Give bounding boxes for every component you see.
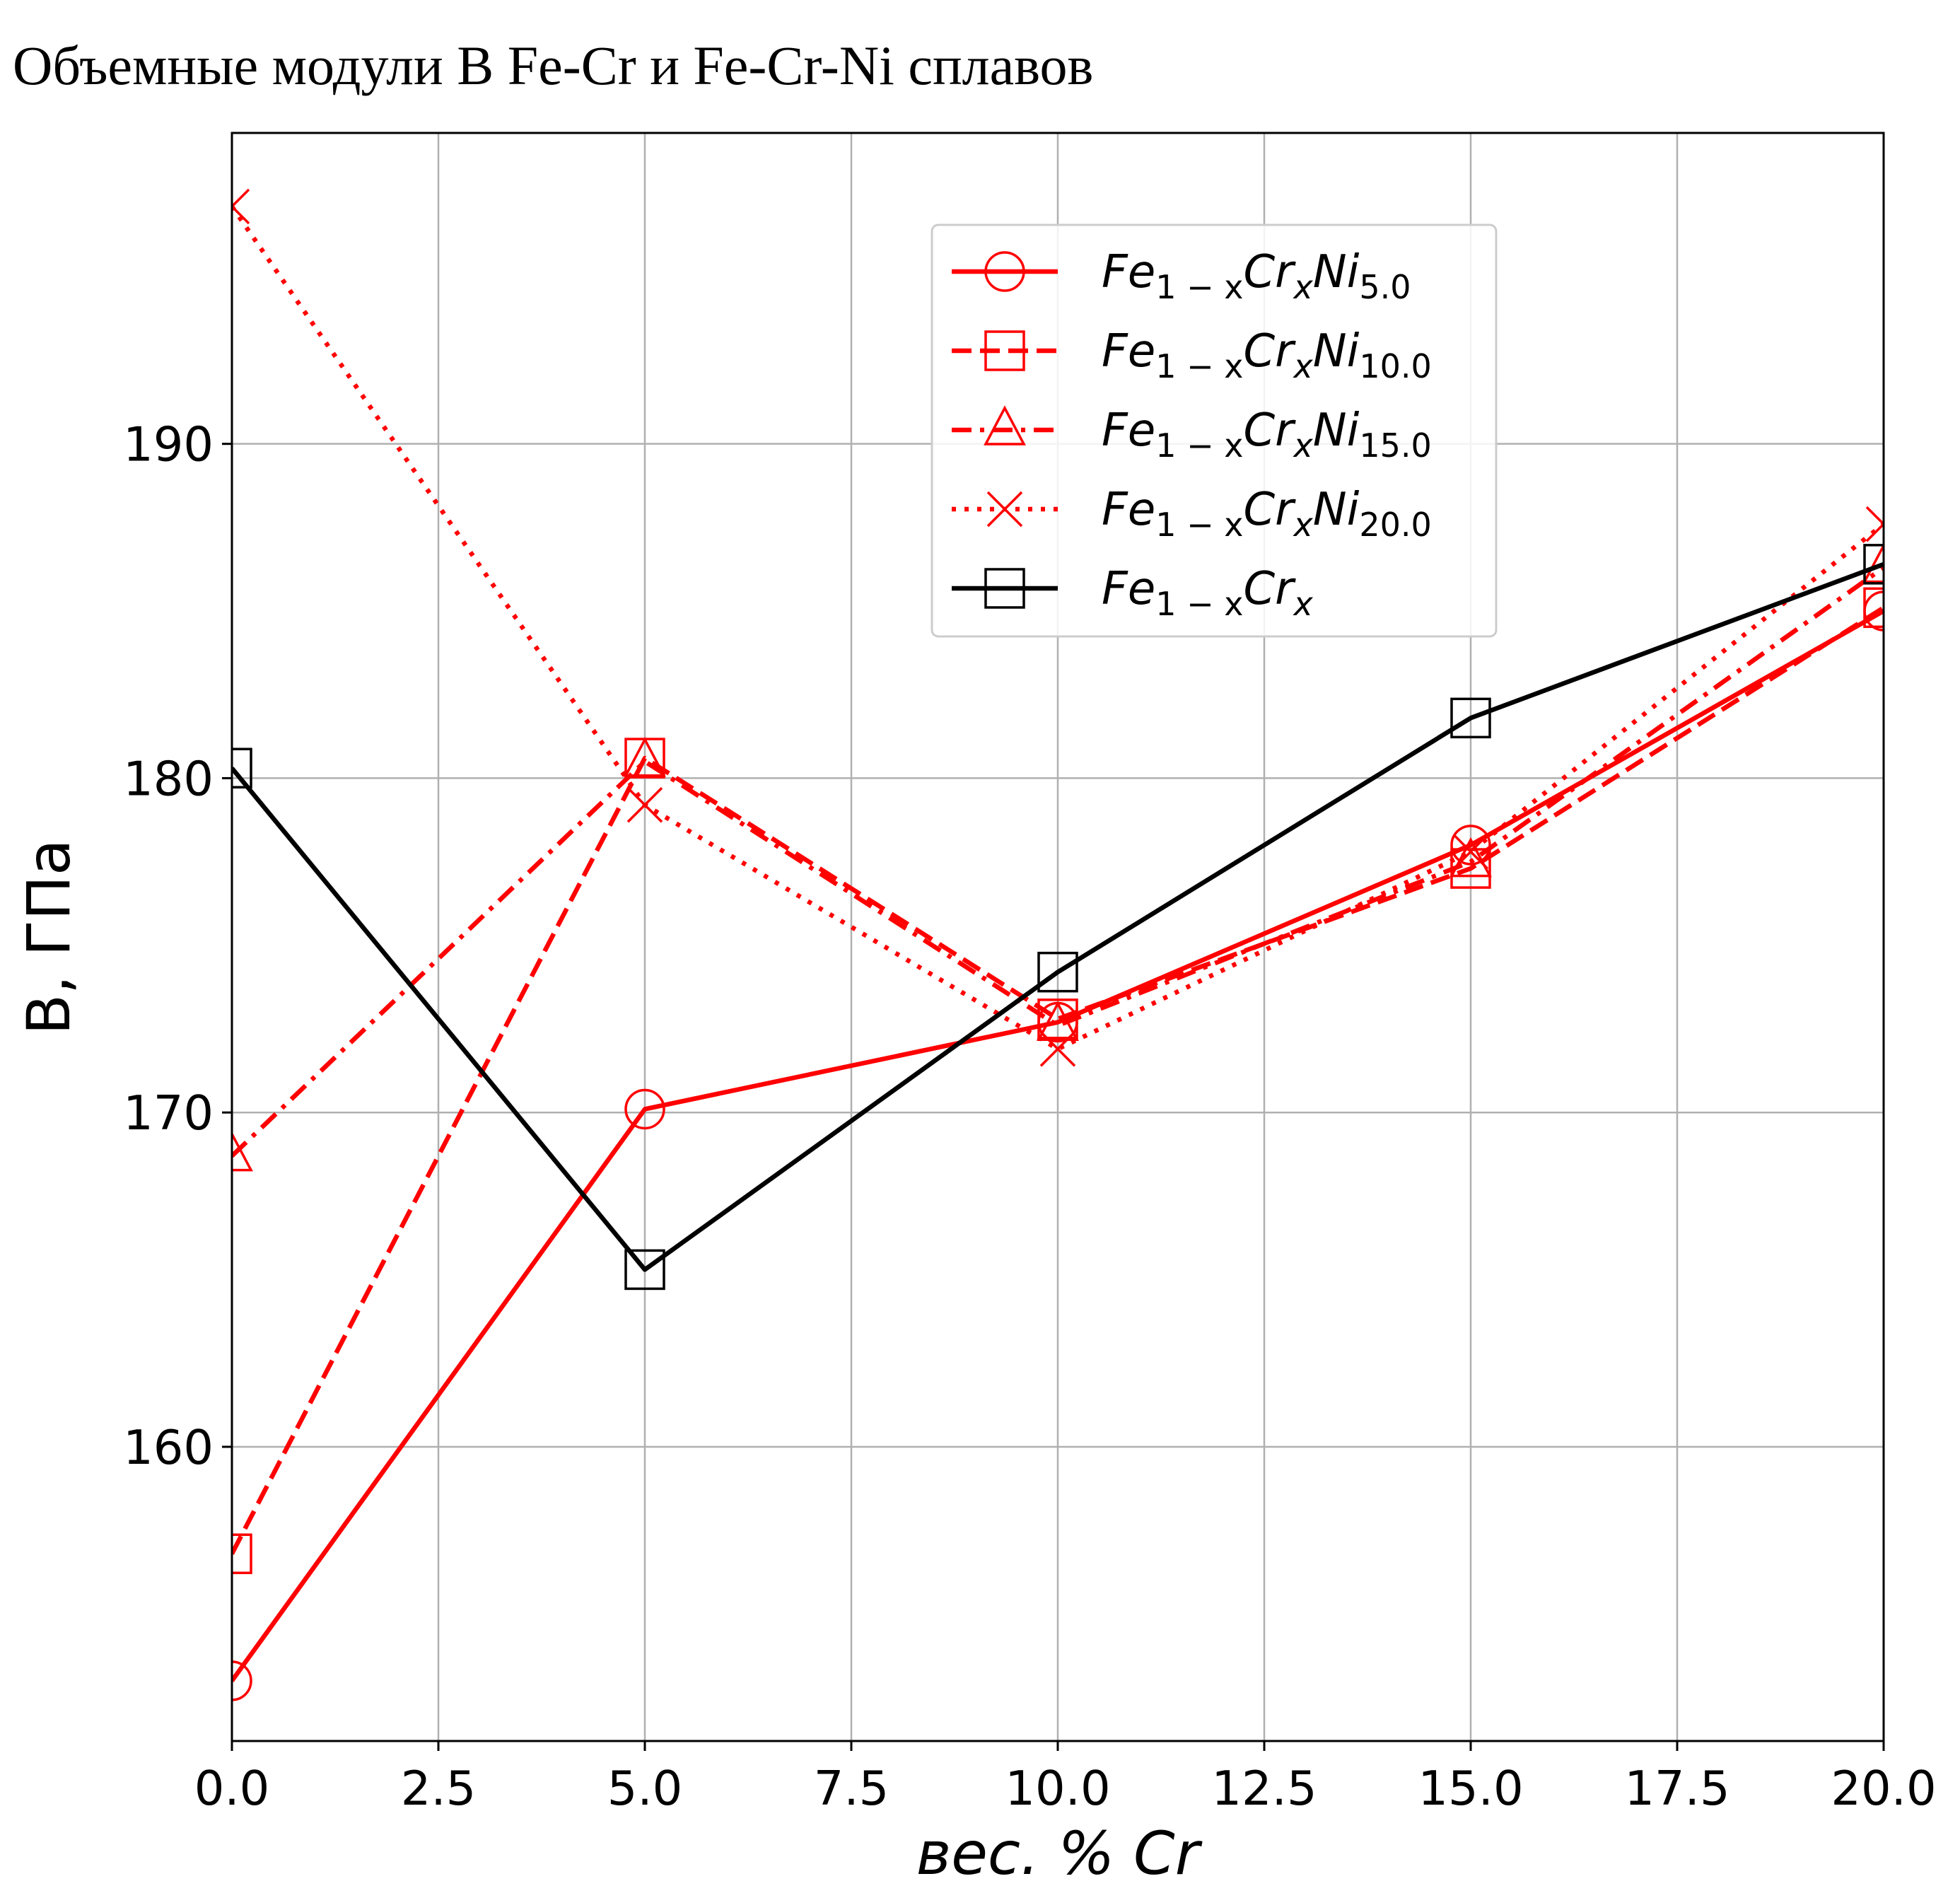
point-marker-square — [984, 568, 1025, 609]
point-marker-square — [1863, 587, 1884, 629]
x-tick-label: 5.0 — [607, 1761, 683, 1816]
point-marker-x — [1865, 506, 1884, 542]
point-marker-triangle — [1037, 1001, 1079, 1042]
point-marker-square — [624, 1249, 665, 1291]
legend-item: Fe1 − xCrxNi15.0 — [952, 404, 1432, 465]
x-tick-label: 10.0 — [1005, 1761, 1110, 1816]
point-marker-x — [1452, 834, 1489, 870]
legend-label: Fe1 − xCrxNi10.0 — [1102, 325, 1432, 385]
y-tick-label: 190 — [123, 417, 214, 472]
x-axis-label: вес. % Cr — [916, 1819, 1203, 1888]
legend-label: Fe1 − xCrx — [1102, 563, 1313, 623]
point-marker-square — [1863, 544, 1884, 585]
legend-item: Fe1 − xCrx — [952, 563, 1313, 623]
series-2 — [232, 542, 1884, 1172]
legend-label: Fe1 − xCrxNi20.0 — [1102, 484, 1432, 544]
x-tick-label: 15.0 — [1418, 1761, 1523, 1816]
series-3 — [232, 188, 1884, 1067]
point-marker-circle — [1450, 825, 1491, 866]
point-marker-x — [1039, 1031, 1076, 1067]
series-4 — [232, 544, 1884, 1291]
point-marker-square — [1037, 951, 1078, 993]
point-marker-triangle — [624, 737, 666, 777]
point-marker-triangle — [232, 1131, 253, 1172]
point-marker-triangle — [1862, 542, 1884, 583]
point-marker-square — [984, 330, 1025, 371]
point-marker-circle — [624, 1088, 665, 1130]
legend-label: Fe1 − xCrxNi15.0 — [1102, 404, 1432, 465]
legend-label: Fe1 − xCrxNi5.0 — [1102, 246, 1411, 306]
x-tick-label: 17.5 — [1624, 1761, 1729, 1816]
point-marker-square — [1450, 697, 1491, 739]
point-marker-x — [232, 188, 250, 225]
series-line — [232, 605, 1884, 1555]
series-line — [232, 205, 1884, 1052]
point-marker-x — [626, 787, 663, 823]
legend-box — [931, 223, 1498, 638]
point-marker-square — [232, 1533, 252, 1575]
point-marker-square — [232, 747, 252, 789]
point-marker-circle — [232, 1660, 252, 1701]
point-marker-circle — [984, 251, 1025, 292]
x-tick-label: 7.5 — [814, 1761, 889, 1816]
series-line — [232, 609, 1884, 1682]
plot-area — [232, 188, 1884, 1701]
series-line — [232, 565, 1884, 1158]
x-tick-label: 0.0 — [194, 1761, 270, 1816]
chart-title: Объемные модули В Fe-Cr и Fe-Cr-Ni сплав… — [13, 35, 1094, 96]
legend-item: Fe1 − xCrxNi10.0 — [952, 325, 1432, 385]
y-tick-label: 170 — [123, 1085, 214, 1141]
point-marker-x — [986, 491, 1023, 528]
series-line — [232, 561, 1884, 1272]
legend-item: Fe1 − xCrxNi5.0 — [952, 246, 1411, 306]
y-tick-label: 180 — [123, 751, 214, 806]
legend-item: Fe1 − xCrxNi20.0 — [952, 484, 1432, 544]
point-marker-triangle — [1449, 837, 1492, 878]
y-axis-label: B, ГПа — [14, 839, 83, 1035]
y-tick-label: 160 — [123, 1420, 214, 1475]
x-tick-label: 12.5 — [1211, 1761, 1317, 1816]
point-marker-triangle — [984, 405, 1026, 446]
x-tick-label: 2.5 — [401, 1761, 477, 1816]
x-tick-label: 20.0 — [1831, 1761, 1936, 1816]
axis-ticks: 0.0 2.5 5.0 7.5 10.0 12.5 15.0 17.5 20.0 160 170 18… — [123, 417, 1936, 1816]
legend: Fe1 − xCrxNi5.0 Fe1 − xCrxNi10.0 Fe1 − xCr… — [931, 223, 1498, 638]
